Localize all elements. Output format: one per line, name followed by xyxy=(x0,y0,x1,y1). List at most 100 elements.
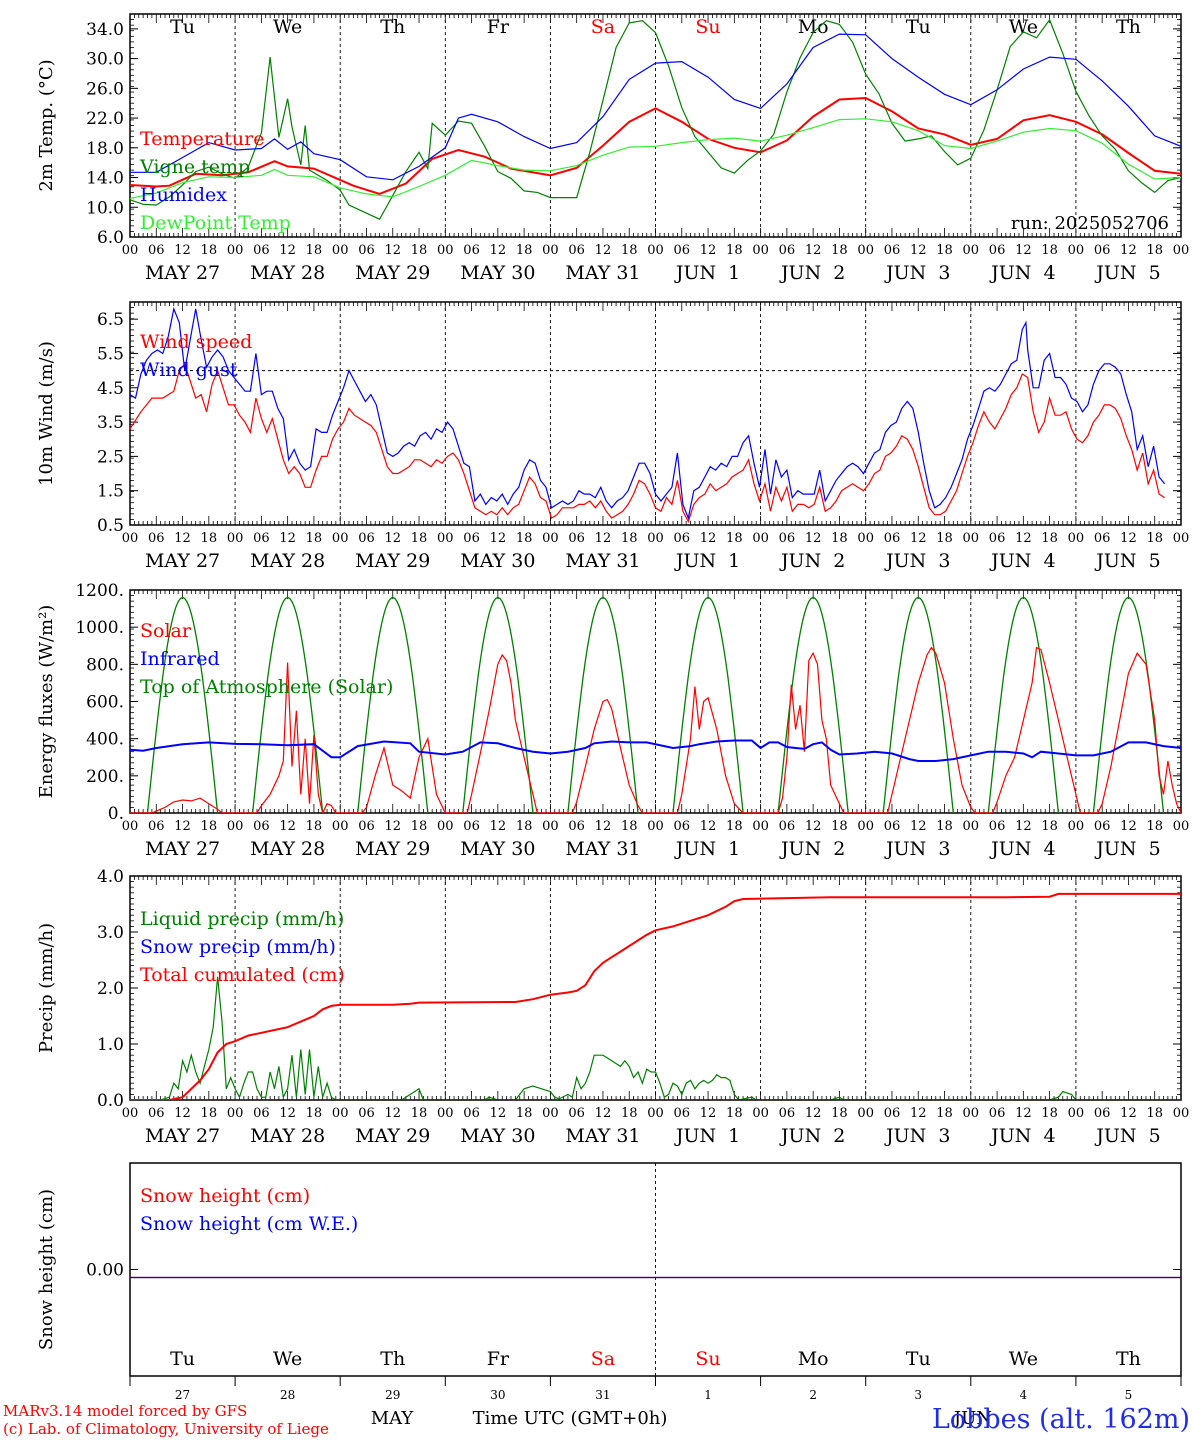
panel-energy: 0. 200. 400. 600. 800. 1000. 1200. Energy fluxe… xyxy=(36,581,1189,860)
hour-tick-label: 06 xyxy=(358,243,375,258)
hour-tick-label: 00 xyxy=(542,243,559,258)
date-label: MAY 27 xyxy=(145,1125,220,1147)
hour-tick-label: 18 xyxy=(411,1106,428,1121)
hour-tick-label: 06 xyxy=(463,531,480,546)
panel-frame xyxy=(129,589,1182,814)
legend-entry: Vigne temp xyxy=(139,156,250,178)
hour-tick-label: 06 xyxy=(568,819,585,834)
hour-tick-label: 12 xyxy=(174,531,191,546)
hour-tick-label: 18 xyxy=(411,531,428,546)
date-label: MAY 31 xyxy=(565,262,640,284)
hour-tick-label: 12 xyxy=(910,1106,927,1121)
panel-temperature: 6.0 10.0 14.0 18.0 22.0 26.0 30.0 34.0 2m Temp. … xyxy=(36,13,1189,284)
panel-wind: 0.5 1.5 2.5 3.5 4.5 5.5 6.5 10m Wind (m/s) 00 06 1… xyxy=(36,301,1189,572)
legend-entry: Liquid precip (mm/h) xyxy=(140,908,344,930)
legend-entry: DewPoint Temp xyxy=(140,212,291,234)
day-number-label: 2 xyxy=(809,1388,817,1402)
weekday-label: Th xyxy=(1116,1348,1141,1370)
hour-tick-label: 18 xyxy=(201,243,218,258)
hour-tick-label: 00 xyxy=(752,243,769,258)
hour-tick-label: 18 xyxy=(831,243,848,258)
day-number-label: 27 xyxy=(175,1388,190,1402)
hour-tick-label: 00 xyxy=(542,531,559,546)
date-label: MAY 31 xyxy=(565,550,640,572)
series-group xyxy=(130,306,1181,524)
date-label: MAY 29 xyxy=(355,1125,430,1147)
date-label: MAY 31 xyxy=(565,1125,640,1147)
hour-tick-label: 00 xyxy=(1068,1106,1085,1121)
hour-tick-label: 12 xyxy=(490,1106,507,1121)
weekday-label: We xyxy=(273,16,302,38)
hour-tick-label: 12 xyxy=(910,819,927,834)
hour-tick-label: 00 xyxy=(963,243,980,258)
series-line-infrared xyxy=(130,739,1181,762)
date-label: JUN 3 xyxy=(884,550,950,572)
weekday-label: Fr xyxy=(487,16,510,38)
hour-tick-label: 06 xyxy=(253,531,270,546)
hour-tick-label: 00 xyxy=(1068,531,1085,546)
hour-tick-label: 18 xyxy=(201,1106,218,1121)
weekday-label: Mo xyxy=(798,1348,829,1370)
hour-tick-label: 06 xyxy=(1094,819,1111,834)
hour-tick-label: 12 xyxy=(384,531,401,546)
series-line-solar xyxy=(130,646,1181,813)
date-label: JUN 5 xyxy=(1094,838,1160,860)
hour-tick-label: 18 xyxy=(516,1106,533,1121)
hour-tick-label: 18 xyxy=(201,819,218,834)
y-tick-label: 14.0 xyxy=(86,169,124,189)
hour-tick-label: 12 xyxy=(279,819,296,834)
y-tick-label: 3.0 xyxy=(97,923,124,943)
time-axis-label: Time UTC (GMT+0h) xyxy=(473,1408,668,1429)
y-tick-label: 0. xyxy=(108,804,124,824)
hour-tick-label: 18 xyxy=(306,531,323,546)
hour-tick-label: 12 xyxy=(1120,819,1137,834)
hour-tick-label: 06 xyxy=(358,1106,375,1121)
weekday-label: Th xyxy=(380,16,405,38)
hour-tick-label: 00 xyxy=(752,531,769,546)
hour-tick-label: 06 xyxy=(884,531,901,546)
hour-tick-label: 18 xyxy=(1041,819,1058,834)
hour-tick-label: 18 xyxy=(726,531,743,546)
hour-tick-label: 12 xyxy=(279,243,296,258)
hour-tick-label: 06 xyxy=(253,243,270,258)
hour-tick-label: 06 xyxy=(989,1106,1006,1121)
hour-tick-label: 06 xyxy=(253,819,270,834)
hour-tick-label: 00 xyxy=(332,1106,349,1121)
hour-tick-label: 00 xyxy=(437,531,454,546)
hour-tick-label: 18 xyxy=(1146,243,1163,258)
date-label: MAY 30 xyxy=(460,838,535,860)
month-jun-label: JUN xyxy=(952,1408,992,1429)
y-tick-label: 3.5 xyxy=(97,413,124,433)
series-group xyxy=(130,596,1181,813)
date-label: MAY 28 xyxy=(250,550,325,572)
hour-tick-label: 00 xyxy=(963,531,980,546)
hour-tick-label: 12 xyxy=(805,531,822,546)
date-label: JUN 2 xyxy=(779,1125,845,1147)
y-tick-label: 22.0 xyxy=(86,109,124,129)
hour-tick-label: 18 xyxy=(831,819,848,834)
y-tick-label: 600. xyxy=(86,693,124,713)
series-line-vigne-temp xyxy=(130,18,1181,220)
hour-tick-label: 00 xyxy=(752,819,769,834)
day-number-label: 5 xyxy=(1125,1388,1133,1402)
legend-entry: Wind speed xyxy=(140,331,252,353)
hour-tick-label: 12 xyxy=(1015,531,1032,546)
hour-tick-label: 18 xyxy=(621,1106,638,1121)
hour-tick-label: 00 xyxy=(122,531,139,546)
series-line-wind-gust xyxy=(130,306,1166,521)
hour-tick-label: 06 xyxy=(1094,1106,1111,1121)
hour-tick-label: 12 xyxy=(1015,819,1032,834)
run-annotation: run: 2025052706 xyxy=(1011,213,1169,234)
hour-tick-label: 12 xyxy=(384,1106,401,1121)
weekday-label: We xyxy=(1009,16,1038,38)
hour-tick-label: 12 xyxy=(1120,531,1137,546)
date-label: JUN 3 xyxy=(884,838,950,860)
hour-tick-label: 12 xyxy=(1120,243,1137,258)
date-label: MAY 31 xyxy=(565,838,640,860)
date-label: JUN 4 xyxy=(989,262,1055,284)
hour-tick-label: 12 xyxy=(910,243,927,258)
hour-tick-label: 12 xyxy=(490,531,507,546)
hour-tick-label: 06 xyxy=(779,531,796,546)
hour-tick-label: 18 xyxy=(726,1106,743,1121)
